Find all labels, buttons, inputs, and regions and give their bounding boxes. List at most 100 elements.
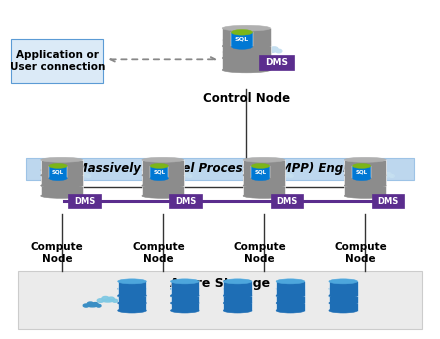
FancyBboxPatch shape [276, 281, 305, 296]
FancyBboxPatch shape [243, 170, 285, 185]
FancyBboxPatch shape [170, 296, 199, 311]
FancyBboxPatch shape [344, 180, 386, 196]
Ellipse shape [276, 293, 305, 298]
Ellipse shape [276, 286, 305, 291]
Ellipse shape [222, 55, 271, 61]
FancyBboxPatch shape [224, 289, 252, 303]
FancyBboxPatch shape [329, 289, 358, 303]
FancyBboxPatch shape [224, 281, 252, 296]
Ellipse shape [170, 286, 199, 291]
FancyBboxPatch shape [150, 166, 169, 178]
Ellipse shape [222, 43, 271, 49]
Ellipse shape [224, 293, 252, 298]
Text: Massively Parallel Processing (MPP) Engine: Massively Parallel Processing (MPP) Engi… [76, 162, 364, 175]
Text: DMS: DMS [74, 197, 95, 205]
Ellipse shape [118, 294, 146, 299]
Ellipse shape [177, 172, 184, 176]
Ellipse shape [243, 173, 285, 178]
Ellipse shape [243, 194, 285, 198]
FancyBboxPatch shape [18, 271, 422, 329]
FancyBboxPatch shape [142, 170, 184, 185]
Ellipse shape [284, 173, 290, 176]
Ellipse shape [329, 279, 358, 284]
FancyBboxPatch shape [224, 296, 252, 311]
FancyBboxPatch shape [271, 194, 303, 208]
Ellipse shape [231, 44, 253, 49]
Text: SQL: SQL [356, 170, 368, 175]
Ellipse shape [276, 301, 305, 305]
FancyBboxPatch shape [142, 180, 184, 196]
Ellipse shape [274, 174, 280, 177]
Ellipse shape [276, 49, 282, 53]
FancyBboxPatch shape [352, 166, 371, 178]
Ellipse shape [329, 301, 358, 305]
Ellipse shape [41, 157, 83, 162]
FancyBboxPatch shape [68, 194, 101, 208]
Ellipse shape [345, 178, 386, 183]
Ellipse shape [142, 168, 184, 173]
FancyBboxPatch shape [41, 170, 83, 185]
Text: Application or
User connection: Application or User connection [10, 50, 105, 72]
Ellipse shape [224, 301, 252, 305]
Ellipse shape [170, 279, 199, 284]
Ellipse shape [345, 157, 386, 162]
Text: SQL: SQL [52, 170, 64, 175]
FancyBboxPatch shape [259, 55, 294, 70]
Ellipse shape [259, 49, 266, 53]
Ellipse shape [118, 286, 146, 291]
Ellipse shape [329, 286, 358, 291]
Text: DMS: DMS [276, 197, 297, 205]
Ellipse shape [380, 174, 390, 177]
Ellipse shape [222, 67, 271, 73]
FancyBboxPatch shape [222, 28, 271, 46]
Ellipse shape [49, 176, 67, 181]
Ellipse shape [288, 175, 293, 177]
Ellipse shape [72, 174, 78, 177]
Ellipse shape [49, 163, 67, 168]
Ellipse shape [352, 176, 371, 181]
FancyBboxPatch shape [329, 281, 358, 296]
Ellipse shape [118, 279, 146, 284]
Text: SQL: SQL [153, 170, 165, 175]
FancyBboxPatch shape [222, 52, 271, 70]
Ellipse shape [103, 299, 113, 302]
Ellipse shape [142, 194, 184, 198]
FancyBboxPatch shape [372, 194, 404, 208]
Ellipse shape [41, 183, 83, 188]
Ellipse shape [170, 294, 199, 299]
Ellipse shape [142, 178, 184, 183]
Ellipse shape [96, 304, 101, 307]
Ellipse shape [142, 157, 184, 162]
Ellipse shape [170, 308, 199, 313]
FancyBboxPatch shape [222, 40, 271, 58]
Ellipse shape [170, 301, 199, 305]
Text: Compute
Node: Compute Node [31, 242, 84, 264]
FancyBboxPatch shape [142, 160, 184, 175]
Text: Compute
Node: Compute Node [334, 242, 387, 264]
Ellipse shape [113, 299, 118, 302]
Ellipse shape [118, 308, 146, 313]
Ellipse shape [178, 174, 187, 177]
Ellipse shape [345, 183, 386, 188]
Ellipse shape [97, 299, 104, 302]
Ellipse shape [276, 294, 305, 299]
Ellipse shape [118, 301, 146, 305]
FancyBboxPatch shape [251, 166, 270, 178]
Ellipse shape [150, 163, 169, 168]
FancyBboxPatch shape [329, 296, 358, 311]
Ellipse shape [276, 308, 305, 313]
Ellipse shape [77, 174, 86, 177]
Ellipse shape [271, 47, 278, 51]
FancyBboxPatch shape [26, 158, 414, 180]
Text: Compute
Node: Compute Node [233, 242, 286, 264]
FancyBboxPatch shape [276, 296, 305, 311]
Ellipse shape [329, 308, 358, 313]
Ellipse shape [41, 173, 83, 178]
Ellipse shape [276, 279, 305, 284]
Ellipse shape [88, 304, 97, 307]
Ellipse shape [385, 173, 391, 176]
Ellipse shape [243, 157, 285, 162]
Ellipse shape [243, 168, 285, 173]
FancyBboxPatch shape [276, 289, 305, 303]
FancyBboxPatch shape [169, 194, 202, 208]
